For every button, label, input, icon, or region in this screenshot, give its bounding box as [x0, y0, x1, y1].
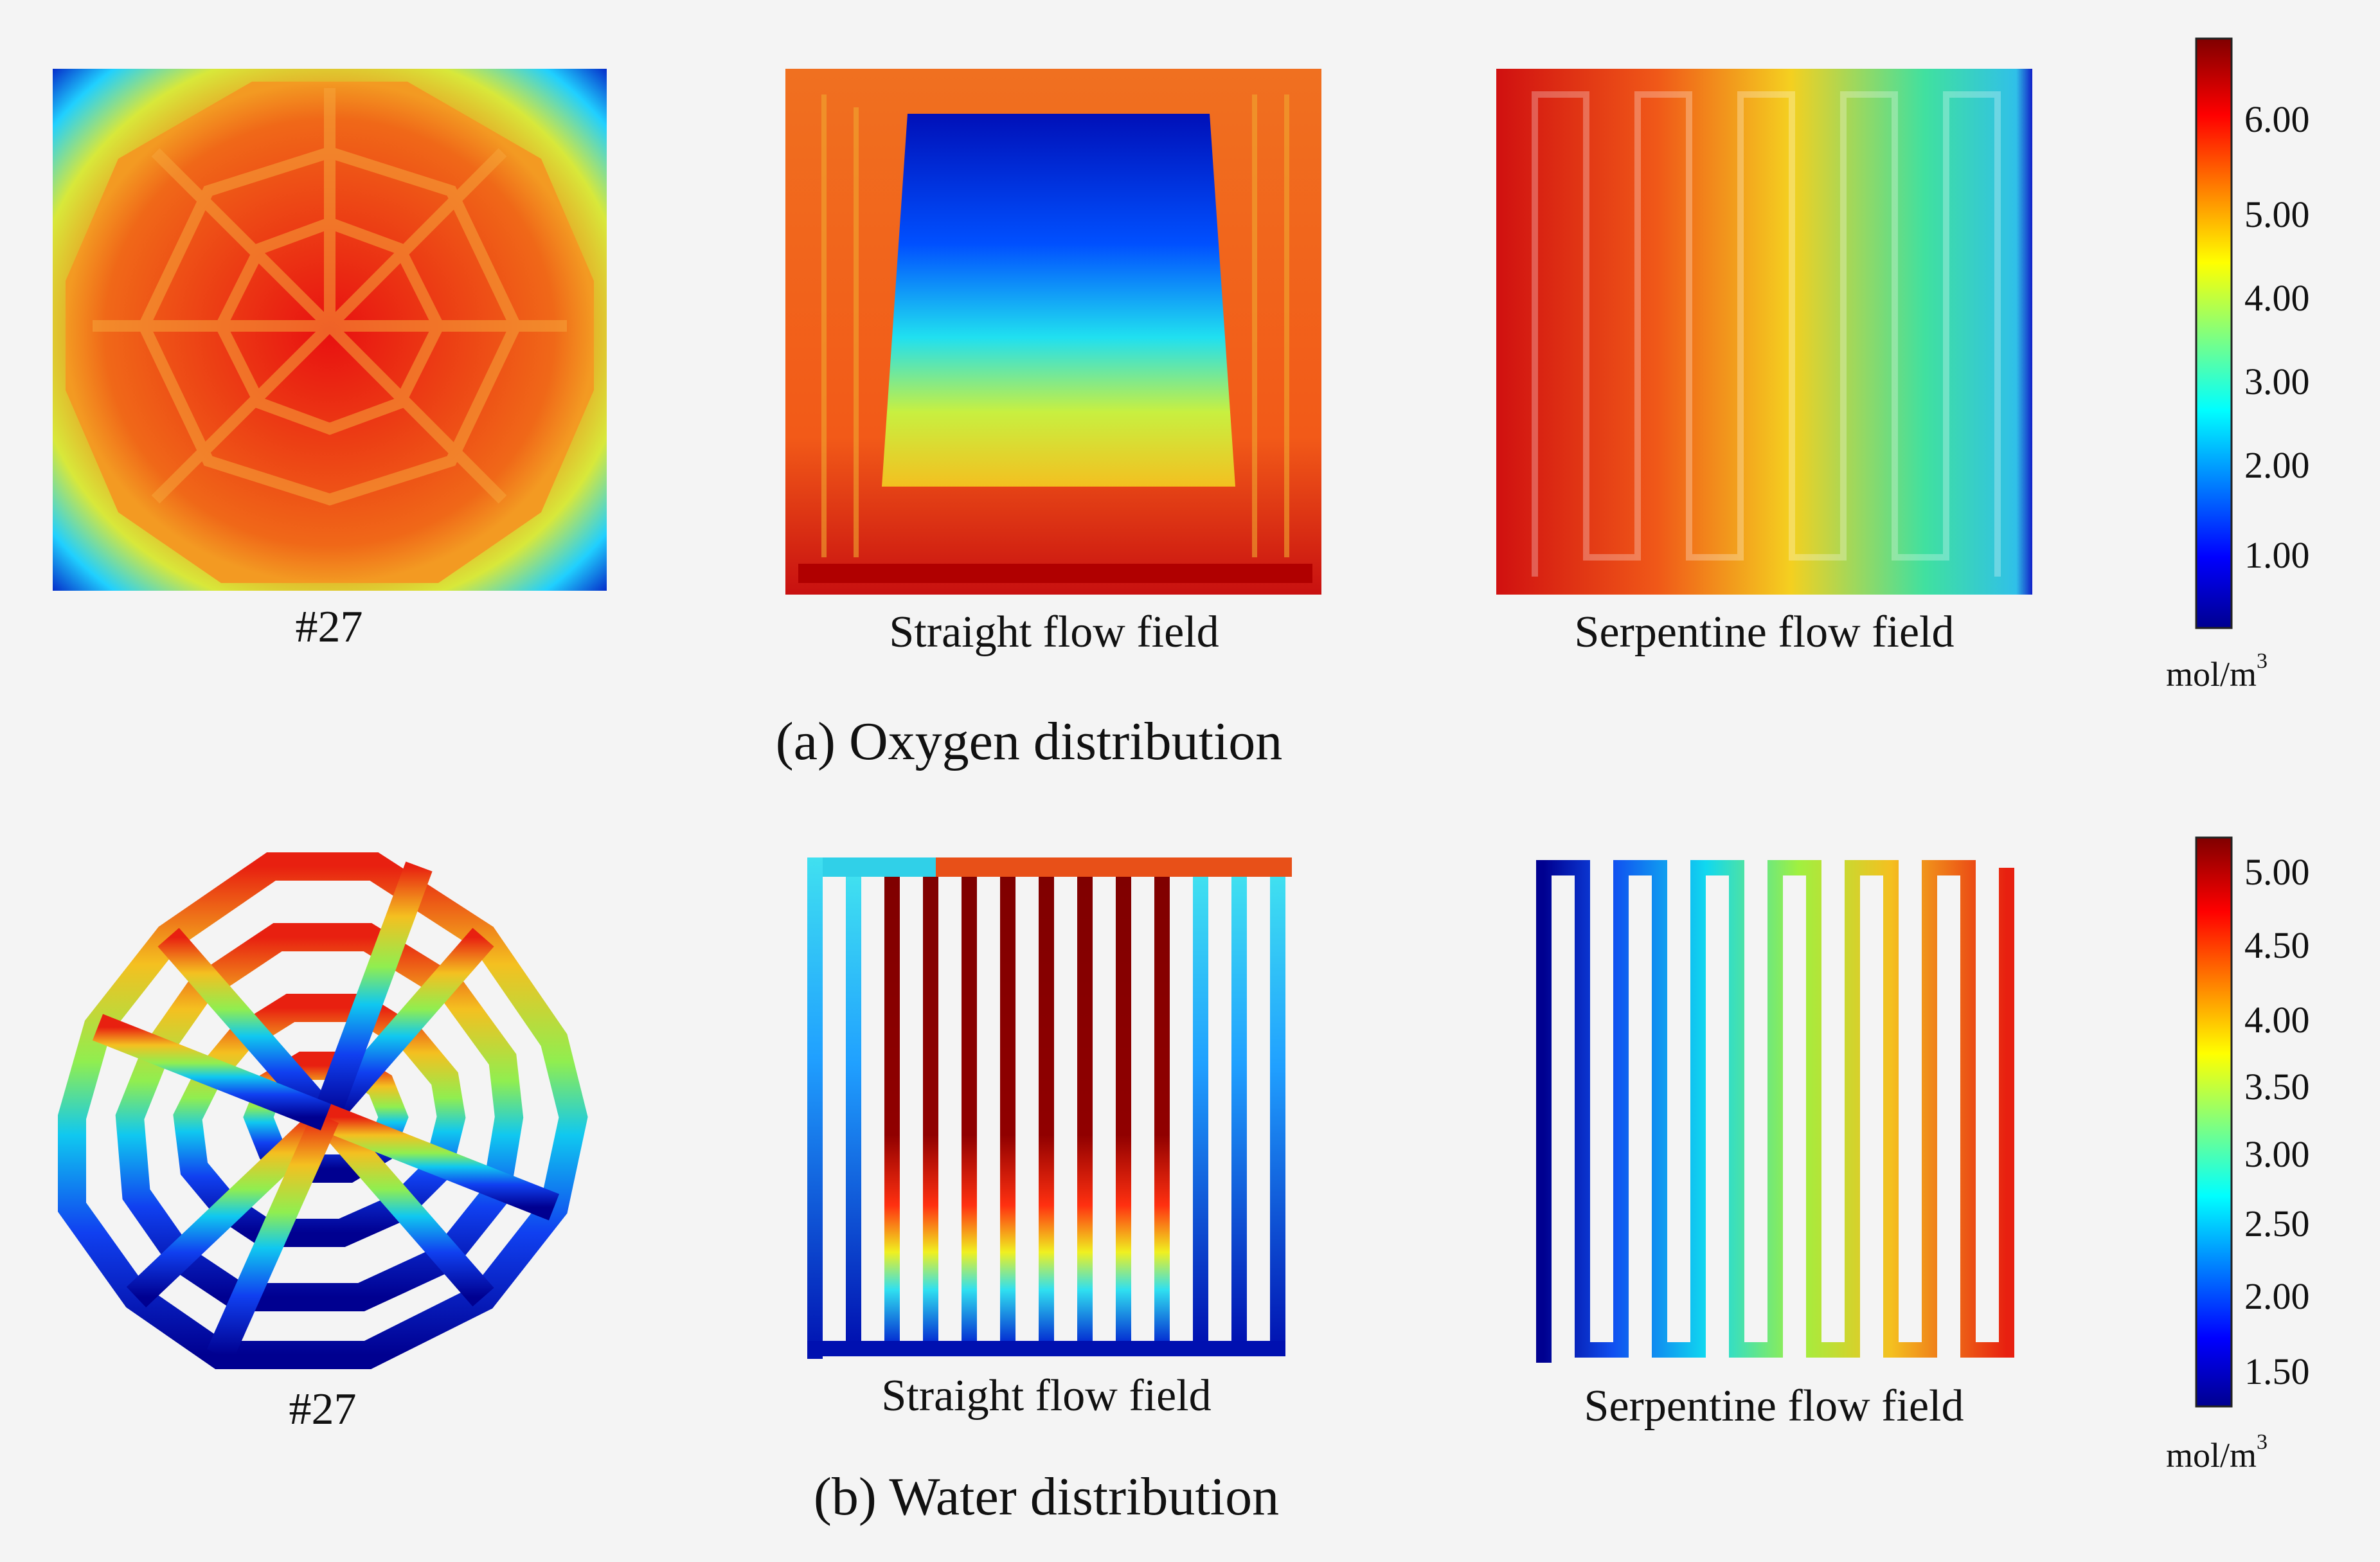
water-colorbar-tick: 4.50 — [2244, 924, 2310, 966]
oxygen-colorbar-tick: 5.00 — [2244, 193, 2310, 235]
water-colorbar-tick: 4.00 — [2244, 999, 2310, 1041]
water-colorbar — [2195, 836, 2233, 1408]
water-colorbar-tick: 3.50 — [2244, 1066, 2310, 1108]
water-colorbar-tick: 5.00 — [2244, 851, 2310, 893]
water-caption: (b) Water distribution — [813, 1467, 1280, 1527]
oxygen-panel-serpentine — [1496, 69, 2032, 595]
water-colorbar-unit: mol/m3 — [2166, 1430, 2268, 1475]
oxygen-panel-straight — [785, 69, 1321, 595]
water-colorbar-tick: 3.00 — [2244, 1133, 2310, 1175]
oxygen-panel-27 — [53, 69, 607, 591]
water-straight-channels — [807, 857, 1285, 1359]
water-colorbar-tick: 2.50 — [2244, 1203, 2310, 1244]
oxygen-colorbar-tick: 2.00 — [2244, 444, 2310, 486]
oxygen-serpentine-channels — [1532, 91, 2001, 577]
oxygen-colorbar — [2195, 37, 2233, 629]
water-label-serpentine: Serpentine flow field — [1584, 1381, 1964, 1431]
oxygen-web-ribs — [93, 88, 567, 506]
oxygen-caption: (a) Oxygen distribution — [775, 712, 1283, 771]
oxygen-colorbar-tick: 4.00 — [2244, 277, 2310, 319]
water-colorbar-tick: 2.00 — [2244, 1275, 2310, 1317]
oxygen-label-straight: Straight flow field — [889, 607, 1219, 657]
water-panel-straight — [807, 857, 1292, 1359]
water-label-27: #27 — [289, 1385, 357, 1434]
water-panel-serpentine — [1536, 860, 2014, 1363]
oxygen-colorbar-unit: mol/m3 — [2166, 649, 2268, 694]
water-colorbar-tick: 1.50 — [2244, 1351, 2310, 1392]
oxygen-colorbar-tick: 1.00 — [2244, 534, 2310, 576]
oxygen-label-27: #27 — [295, 602, 363, 652]
water-label-straight: Straight flow field — [881, 1371, 1212, 1421]
oxygen-colorbar-tick: 3.00 — [2244, 361, 2310, 402]
oxygen-label-serpentine: Serpentine flow field — [1574, 607, 1955, 657]
oxygen-colorbar-tick: 6.00 — [2244, 98, 2310, 140]
water-panel-27 — [58, 852, 588, 1369]
